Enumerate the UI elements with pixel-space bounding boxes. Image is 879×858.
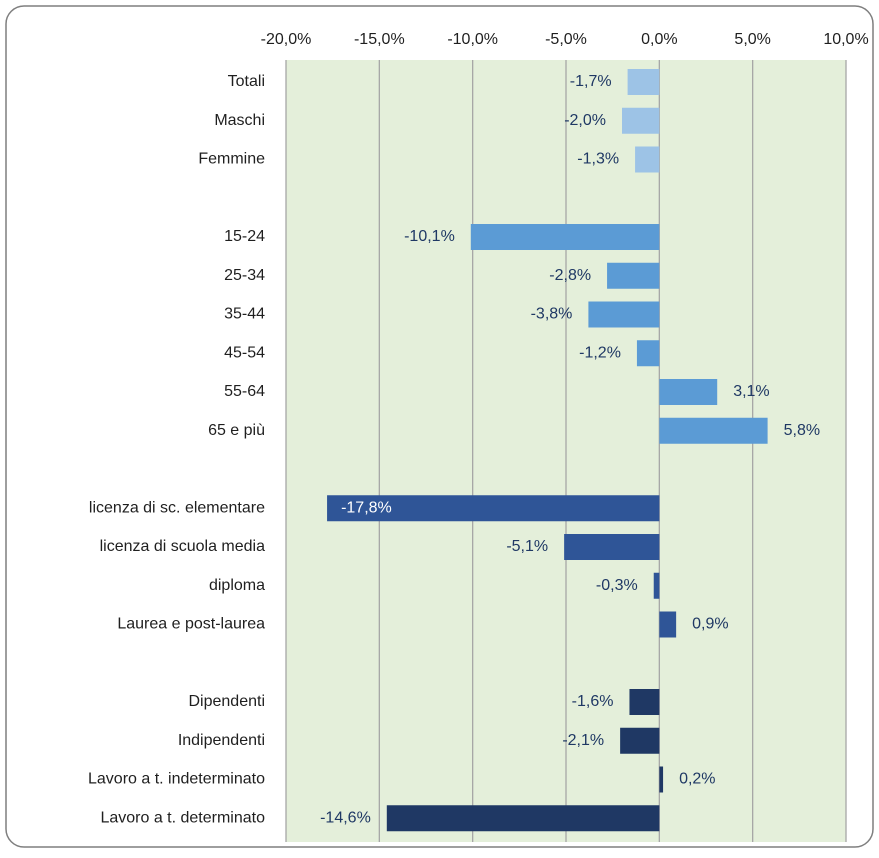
value-label: 5,8% [784, 422, 820, 439]
x-tick-label: 5,0% [734, 31, 770, 48]
y-tick-label: licenza di sc. elementare [89, 499, 265, 516]
bar [386, 805, 660, 832]
value-label: -1,6% [572, 693, 614, 710]
bar [564, 534, 660, 560]
bar [622, 107, 660, 134]
value-label: -3,8% [531, 306, 573, 323]
y-tick-label: 65 e più [208, 422, 265, 439]
bar [659, 379, 718, 405]
bar [629, 689, 660, 715]
value-label: -1,3% [577, 151, 619, 168]
x-tick-label: -10,0% [447, 31, 498, 48]
x-tick-label: 10,0% [823, 31, 868, 48]
y-tick-label: Totali [228, 73, 265, 90]
value-label: -1,2% [579, 344, 621, 361]
bar [588, 301, 660, 328]
y-tick-label: licenza di scuola media [100, 538, 266, 555]
x-tick-label: -15,0% [354, 31, 405, 48]
y-tick-label: 25-34 [224, 267, 265, 284]
value-label: -17,8% [341, 499, 392, 516]
value-label: -2,1% [562, 732, 604, 749]
x-tick-label: -20,0% [261, 31, 312, 48]
y-tick-label: Maschi [214, 112, 265, 129]
value-label: 3,1% [733, 383, 769, 400]
x-tick-label: -5,0% [545, 31, 587, 48]
value-label: 0,2% [679, 771, 715, 788]
value-label: -10,1% [404, 228, 455, 245]
y-tick-label: Dipendenti [189, 693, 266, 710]
y-tick-label: diploma [209, 577, 265, 594]
bar [653, 572, 660, 599]
bar [659, 417, 768, 444]
y-tick-label: Laurea e post-laurea [117, 616, 265, 633]
value-label: -2,8% [549, 267, 591, 284]
bar [620, 727, 660, 754]
y-tick-label: 15-24 [224, 228, 265, 245]
value-label: -5,1% [506, 538, 548, 555]
bar [659, 611, 677, 638]
bar [659, 766, 664, 793]
bar [627, 69, 660, 95]
value-label: -14,6% [320, 809, 371, 826]
value-label: 0,9% [692, 616, 728, 633]
bar [327, 495, 660, 522]
y-tick-label: Indipendenti [178, 732, 265, 749]
value-label: -0,3% [596, 577, 638, 594]
y-tick-label: Lavoro a t. indeterminato [88, 771, 265, 788]
value-label: -1,7% [570, 73, 612, 90]
y-tick-label: Femmine [198, 151, 265, 168]
bar [607, 262, 660, 289]
y-tick-label: Lavoro a t. determinato [100, 809, 265, 826]
y-tick-label: 45-54 [224, 344, 265, 361]
y-tick-label: 55-64 [224, 383, 265, 400]
y-tick-label: 35-44 [224, 306, 265, 323]
bar [470, 224, 660, 250]
x-tick-label: 0,0% [641, 31, 677, 48]
value-label: -2,0% [564, 112, 606, 129]
bar [635, 146, 660, 173]
bar [636, 340, 660, 367]
